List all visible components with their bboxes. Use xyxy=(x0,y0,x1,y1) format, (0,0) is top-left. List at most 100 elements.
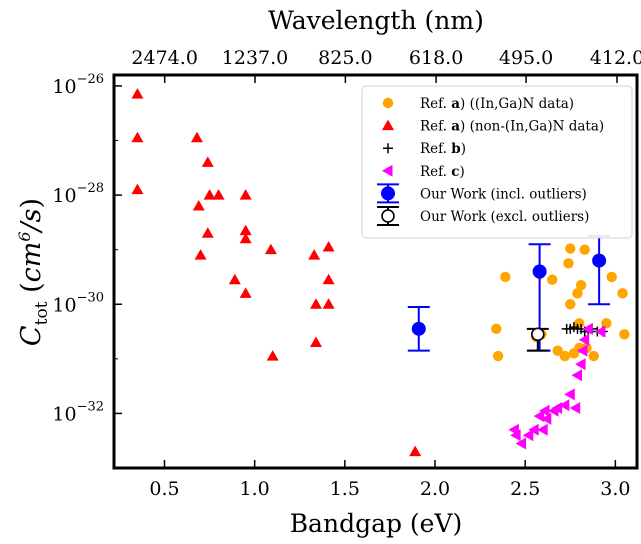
data-point-s3-1 xyxy=(510,429,521,442)
data-point-s1-5 xyxy=(194,249,207,260)
data-point-s0-1 xyxy=(492,350,504,362)
y-axis-title: Ctot (cm6/s) xyxy=(15,198,52,346)
x2-tick-label-5: 412.0 xyxy=(590,47,641,69)
data-point-s1-14 xyxy=(239,287,252,298)
data-point-s4-1 xyxy=(532,264,547,279)
data-point-s1-15 xyxy=(264,243,277,255)
data-point-s1-2 xyxy=(131,183,144,195)
x-tick-label-1: 1.0 xyxy=(240,478,270,500)
x-tick-label-4: 2.5 xyxy=(510,478,540,500)
legend-marker-1 xyxy=(382,119,394,131)
series-0 xyxy=(491,243,630,362)
data-point-s1-23 xyxy=(409,445,422,457)
legend-label-0: Ref. a) ((In,Ga)N data) xyxy=(420,96,574,112)
legend: Ref. a) ((In,Ga)N data) Ref. a) (non-(In,… xyxy=(361,85,633,239)
data-point-s1-7 xyxy=(201,156,214,167)
data-point-s4-0 xyxy=(411,321,426,336)
y-tick-label-1: 10−28 xyxy=(52,181,104,207)
data-point-s1-12 xyxy=(239,224,252,236)
data-point-s0-10 xyxy=(565,243,576,254)
x-tick-label-0: 0.5 xyxy=(149,478,179,500)
x2-axis-title: Wavelength (nm) xyxy=(268,6,484,35)
data-point-s3-15 xyxy=(575,358,586,371)
data-point-s1-10 xyxy=(228,273,241,285)
legend-entry-4: Our Work (incl. outliers) xyxy=(377,183,587,204)
data-point-s0-0 xyxy=(491,323,502,335)
data-point-s0-8 xyxy=(559,350,571,362)
data-point-s0-16 xyxy=(575,279,587,291)
data-point-s1-17 xyxy=(308,249,321,260)
x2-tick-label-0: 2474.0 xyxy=(131,47,197,69)
legend-marker-2 xyxy=(383,143,393,154)
data-point-s0-20 xyxy=(601,318,612,329)
data-point-s1-21 xyxy=(322,273,335,285)
data-point-s3-14 xyxy=(571,369,582,382)
data-point-s1-3 xyxy=(190,131,203,143)
marks-layer xyxy=(131,88,630,457)
data-point-s0-9 xyxy=(563,258,574,269)
data-point-s1-18 xyxy=(309,298,322,309)
data-point-s1-16 xyxy=(266,350,279,361)
legend-entry-5: Our Work (excl. outliers) xyxy=(377,206,589,226)
data-point-s1-13 xyxy=(239,232,252,244)
legend-marker-4 xyxy=(381,186,395,201)
data-point-s3-7 xyxy=(539,404,550,417)
data-point-s3-12 xyxy=(564,388,575,401)
legend-label-2: Ref. b) xyxy=(420,141,466,157)
data-point-s3-6 xyxy=(537,423,548,436)
data-point-s0-19 xyxy=(588,350,599,362)
data-point-s3-16 xyxy=(576,344,588,357)
data-point-s0-13 xyxy=(572,288,583,299)
data-point-s1-6 xyxy=(201,227,214,238)
data-point-s1-22 xyxy=(322,298,335,309)
data-point-s0-23 xyxy=(619,329,630,340)
series-5 xyxy=(526,327,549,352)
data-point-s0-17 xyxy=(579,244,590,255)
series-3 xyxy=(508,322,606,450)
legend-label-3: Ref. c) xyxy=(420,164,465,180)
data-point-s3-4 xyxy=(528,423,539,436)
legend-entry-2: Ref. b) xyxy=(383,141,466,157)
data-point-s3-11 xyxy=(558,399,570,412)
error-bar-s4-2 xyxy=(588,235,611,306)
y-tick-label-2: 10−30 xyxy=(52,290,104,316)
data-point-s0-7 xyxy=(552,345,563,356)
legend-label-4: Our Work (incl. outliers) xyxy=(420,186,587,202)
x2-tick-label-2: 825.0 xyxy=(318,47,372,69)
y-tick-label-3: 10−32 xyxy=(52,399,104,425)
data-point-s1-19 xyxy=(309,336,322,347)
data-point-s3-3 xyxy=(522,429,534,442)
legend-box xyxy=(361,85,633,239)
plot-frame xyxy=(112,73,639,470)
legend-label-5: Our Work (excl. outliers) xyxy=(420,209,589,225)
x-axis-title: Bandgap (eV) xyxy=(290,509,463,538)
data-point-s3-8 xyxy=(540,412,552,425)
data-point-s0-15 xyxy=(574,318,585,329)
series-1 xyxy=(131,88,422,457)
ticks-layer: 0.5 1.0 1.5 2.0 2.5 3.0 2474.0 1237.0 825.0 618.0… xyxy=(52,47,641,500)
data-point-s5-0 xyxy=(531,327,545,342)
data-point-s0-6 xyxy=(547,274,558,285)
data-point-s3-17 xyxy=(578,333,590,346)
y-tick-label-0: 10−26 xyxy=(52,72,104,98)
data-point-s1-4 xyxy=(192,200,205,211)
data-point-s3-19 xyxy=(594,325,606,338)
data-point-s0-22 xyxy=(617,288,628,299)
legend-label-1: Ref. a) (non-(In,Ga)N data) xyxy=(420,119,604,135)
legend-marker-0 xyxy=(382,97,394,109)
legend-entry-1: Ref. a) (non-(In,Ga)N data) xyxy=(382,119,604,135)
legend-entries: Ref. a) ((In,Ga)N data) Ref. a) (non-(In,… xyxy=(377,96,604,226)
data-point-s4-2 xyxy=(592,253,607,268)
x2-tick-label-4: 495.0 xyxy=(499,47,553,69)
x2-tick-label-3: 618.0 xyxy=(409,47,463,69)
data-point-s1-0 xyxy=(131,88,144,99)
legend-entry-0: Ref. a) ((In,Ga)N data) xyxy=(382,96,574,112)
legend-marker-5 xyxy=(381,209,395,223)
legend-marker-3 xyxy=(382,164,393,177)
data-point-s0-11 xyxy=(565,299,576,310)
data-point-s1-9 xyxy=(212,189,225,200)
x2-tick-label-1: 1237.0 xyxy=(222,47,288,69)
data-point-s0-2 xyxy=(500,271,511,283)
